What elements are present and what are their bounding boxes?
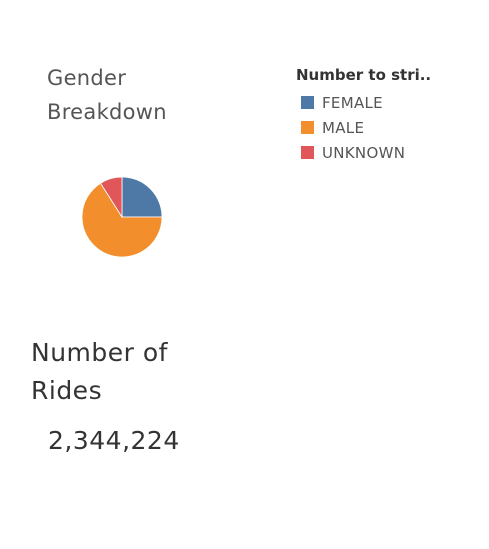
- legend-label: UNKNOWN: [322, 143, 406, 162]
- legend: Number to stri.. FEMALE MALE UNKNOWN: [296, 64, 481, 165]
- legend-item-female[interactable]: FEMALE: [296, 90, 481, 115]
- kpi-title: Number of Rides: [31, 338, 168, 405]
- chart-title: Gender Breakdown: [47, 66, 167, 124]
- pie-chart: [81, 176, 163, 258]
- legend-swatch: [301, 121, 314, 134]
- legend-item-male[interactable]: MALE: [296, 115, 481, 140]
- pie-slice-male[interactable]: [81, 182, 163, 258]
- legend-label: FEMALE: [322, 93, 383, 112]
- legend-swatch: [301, 96, 314, 109]
- legend-swatch: [301, 146, 314, 159]
- kpi-value: 2,344,224: [48, 426, 180, 455]
- legend-title[interactable]: Number to stri..: [296, 66, 432, 84]
- legend-label: MALE: [322, 118, 365, 137]
- legend-item-unknown[interactable]: UNKNOWN: [296, 140, 481, 165]
- pie-slice-female[interactable]: [121, 176, 163, 218]
- pie-slice-unknown[interactable]: [100, 176, 123, 219]
- legend-list: FEMALE MALE UNKNOWN: [296, 90, 481, 165]
